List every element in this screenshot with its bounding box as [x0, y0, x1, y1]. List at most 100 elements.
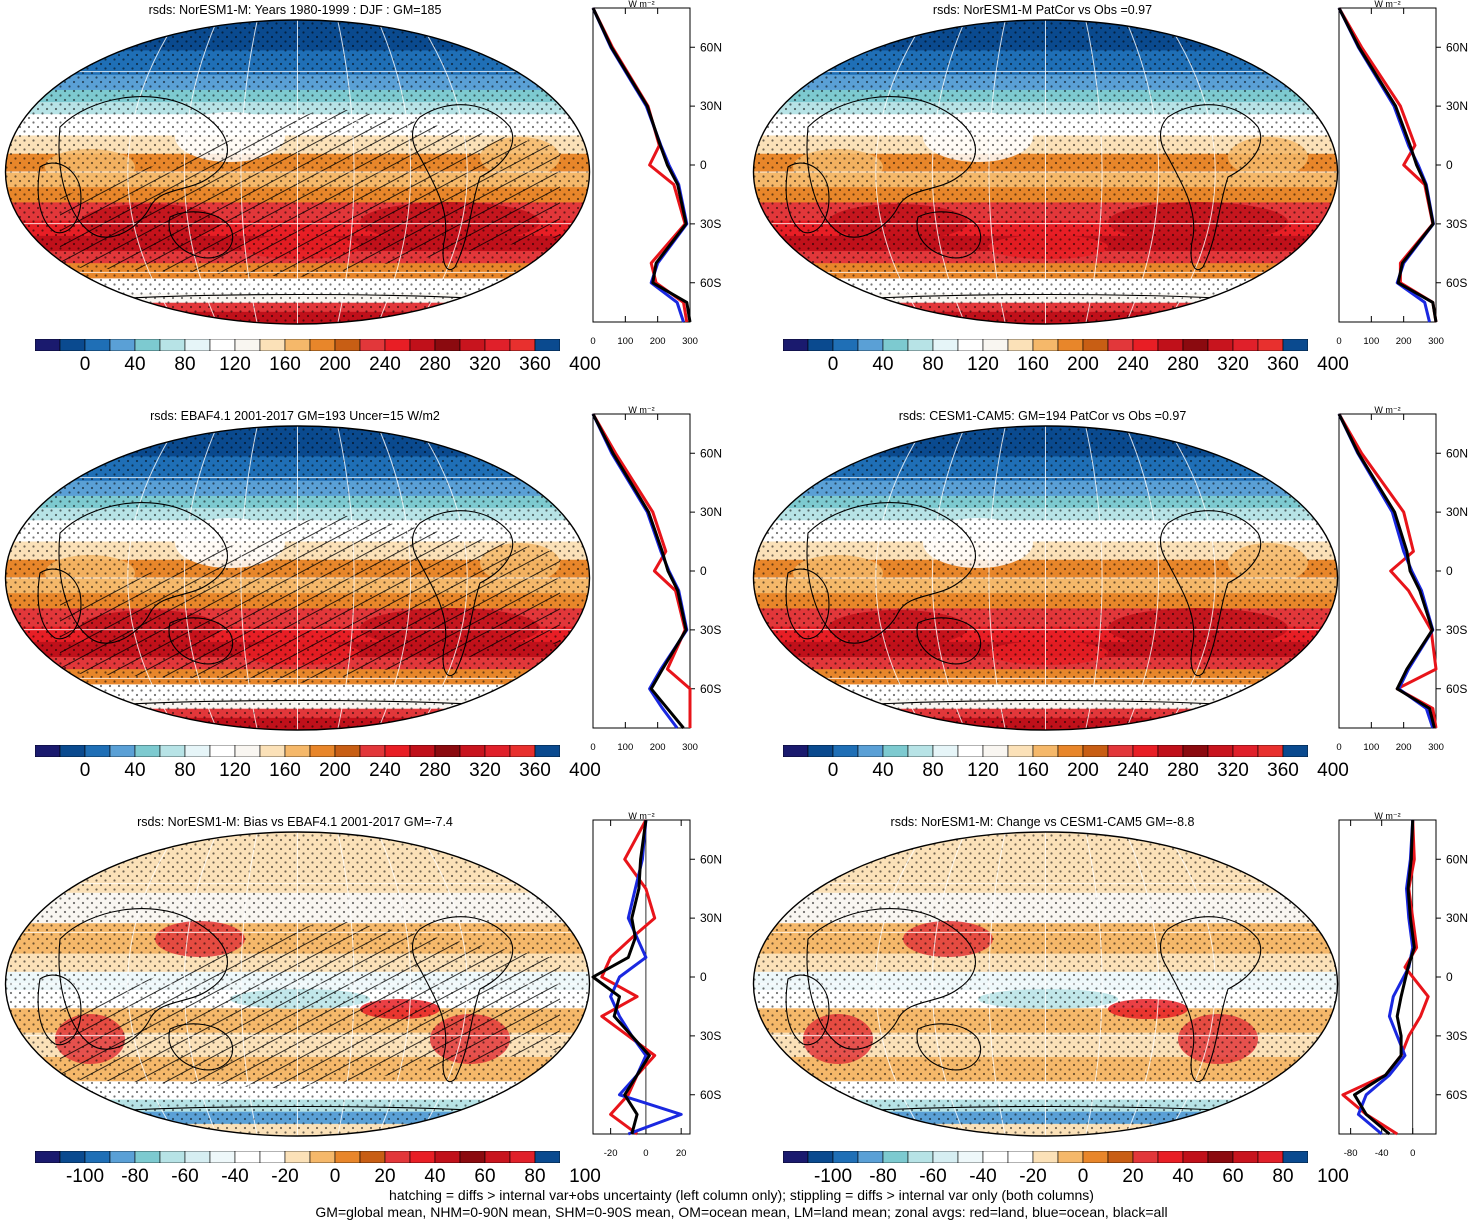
coastline: [37, 568, 82, 640]
graticule-meridian: [240, 20, 258, 324]
map-outline: [752, 19, 1339, 325]
x-tick-label: 300: [682, 336, 698, 347]
coastline: [58, 96, 228, 238]
coastline: [58, 908, 228, 1050]
lat-label: 30S: [700, 1029, 721, 1043]
colorbar-tick-label: 320: [1217, 760, 1249, 781]
graticule-meridian: [183, 20, 218, 324]
graticule-meridian: [1125, 20, 1160, 324]
colorbar-swatch: [59, 1151, 86, 1163]
colorbar-swatch: [932, 745, 959, 757]
zonal-mean-plot: W m⁻² 60N 30N 0 30S 60S 0 100 200 300: [590, 0, 722, 347]
colorbar-swatch: [234, 745, 261, 757]
colorbar-tick-label: 360: [1267, 354, 1299, 375]
colorbar-tick-label: -100: [813, 1166, 853, 1187]
x-tick-label: -20: [604, 1148, 618, 1159]
colorbar-swatch: [882, 745, 909, 757]
colorbar-tick-label: 20: [1122, 1166, 1144, 1187]
map-mean: [752, 19, 1339, 325]
coastline: [916, 617, 982, 665]
colorbar-tick-label: 100: [1317, 1166, 1349, 1187]
colorbar-tick-label: 280: [1167, 760, 1199, 781]
zonal-plot-frame: [592, 819, 691, 1135]
zonal-plot-frame: [1338, 7, 1437, 323]
lat-label: 30S: [1446, 623, 1467, 637]
zonal-series-black: [1337, 7, 1438, 323]
coastline: [806, 96, 976, 238]
colorbar-swatch: [59, 339, 86, 351]
colorbar-swatch: [134, 745, 161, 757]
colorbar-swatch: [1032, 745, 1059, 757]
colorbar-swatch: [1057, 745, 1084, 757]
colorbar-swatch: [1032, 339, 1059, 351]
graticule-meridian: [1085, 20, 1103, 324]
colorbar-swatch: [509, 339, 536, 351]
lat-label: 60S: [700, 682, 721, 696]
footer-note-2: GM=global mean, NHM=0-90N mean, SHM=0-90…: [315, 1204, 1168, 1220]
hatching-overlay: [60, 107, 560, 277]
colorbar: [783, 1151, 1308, 1163]
x-tick-label: 100: [1363, 336, 1379, 347]
colorbar-swatch: [807, 339, 834, 351]
map-outline: [4, 425, 591, 731]
colorbar-swatch: [957, 745, 984, 757]
colorbar-swatch: [259, 1151, 286, 1163]
colorbar-swatch: [783, 339, 809, 351]
lat-label: 0: [1446, 158, 1453, 172]
map-diff: [752, 831, 1339, 1137]
zonal-series-blue: [609, 819, 683, 1136]
colorbar-swatch: [384, 745, 411, 757]
colorbar-swatch: [1232, 339, 1259, 351]
colorbar-tick-label: 40: [424, 1166, 446, 1187]
colorbar-tick-label: 40: [1172, 1166, 1194, 1187]
coastline: [806, 502, 976, 644]
colorbar-tick-label: -40: [969, 1166, 997, 1187]
graticule-meridian: [931, 426, 966, 730]
colorbar-swatch: [1007, 1151, 1034, 1163]
lat-label: 30N: [1446, 99, 1468, 113]
colorbar-swatch: [259, 745, 286, 757]
colorbar-swatch: [1232, 745, 1259, 757]
colorbar-tick-label: 240: [369, 760, 401, 781]
graticule-meridian: [377, 426, 412, 730]
colorbar-swatch: [484, 745, 511, 757]
colorbar-tick-label: 120: [219, 760, 251, 781]
x-tick-label: 200: [1396, 336, 1412, 347]
coastline: [411, 104, 514, 270]
colorbar-swatch: [134, 339, 161, 351]
graticule-meridian: [417, 20, 468, 324]
x-tick-label: 100: [617, 336, 633, 347]
graticule-meridian: [377, 832, 412, 1136]
colorbar: [35, 745, 560, 757]
colorbar-swatch: [1157, 339, 1184, 351]
colorbar-swatch: [84, 1151, 111, 1163]
x-tick-label: 20: [676, 1148, 687, 1159]
colorbar-swatch: [1032, 1151, 1059, 1163]
colorbar-swatch: [35, 339, 61, 351]
colorbar-swatch: [1132, 745, 1159, 757]
graticule-meridian: [377, 20, 412, 324]
map-outline: [752, 425, 1339, 731]
zonal-mean-plot: W m⁻² 60N 30N 0 30S 60S 0 100 200 300: [590, 406, 722, 753]
zonal-units-label: W m⁻²: [628, 812, 654, 821]
colorbar-swatch: [459, 1151, 486, 1163]
colorbar-tick-label: 0: [827, 760, 839, 781]
zonal-mean-plot: W m⁻² 60N 30N 0 30S 60S 0 100 200 300: [1336, 0, 1468, 347]
zonal-units-label: W m⁻²: [1374, 0, 1400, 9]
panel-title: rsds: NorESM1-M PatCor vs Obs =0.97: [932, 3, 1153, 17]
colorbar-tick-label: 200: [319, 760, 351, 781]
colorbar-swatch: [409, 1151, 436, 1163]
colorbar-tick-label: 280: [419, 354, 451, 375]
colorbar-swatch: [1082, 1151, 1109, 1163]
colorbar-tick-label: 360: [519, 354, 551, 375]
colorbar-swatch: [534, 745, 560, 757]
coastline: [37, 162, 82, 234]
colorbar-tick-label: -20: [271, 1166, 299, 1187]
colorbar-swatch: [184, 1151, 211, 1163]
panel-0: rsds: NorESM1-M: Years 1980-1999 : DJF :…: [0, 0, 740, 400]
lat-label: 0: [700, 564, 707, 578]
graticule-meridian: [240, 426, 258, 730]
lat-label: 30N: [1446, 505, 1468, 519]
colorbar-tick-label: 240: [369, 354, 401, 375]
colorbar-tick-label: 80: [1272, 1166, 1294, 1187]
